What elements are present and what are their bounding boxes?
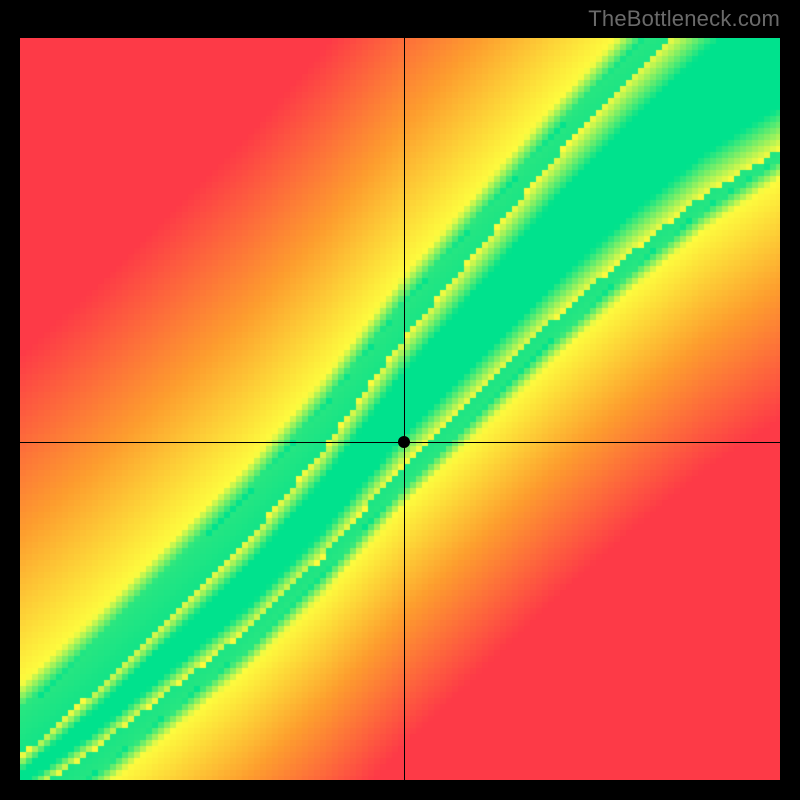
watermark-text: TheBottleneck.com: [588, 6, 780, 32]
marker-dot: [398, 436, 410, 448]
chart-frame: TheBottleneck.com: [0, 0, 800, 800]
heatmap-plot: [20, 38, 780, 780]
crosshair-vertical: [404, 38, 405, 780]
heatmap-canvas: [20, 38, 780, 780]
